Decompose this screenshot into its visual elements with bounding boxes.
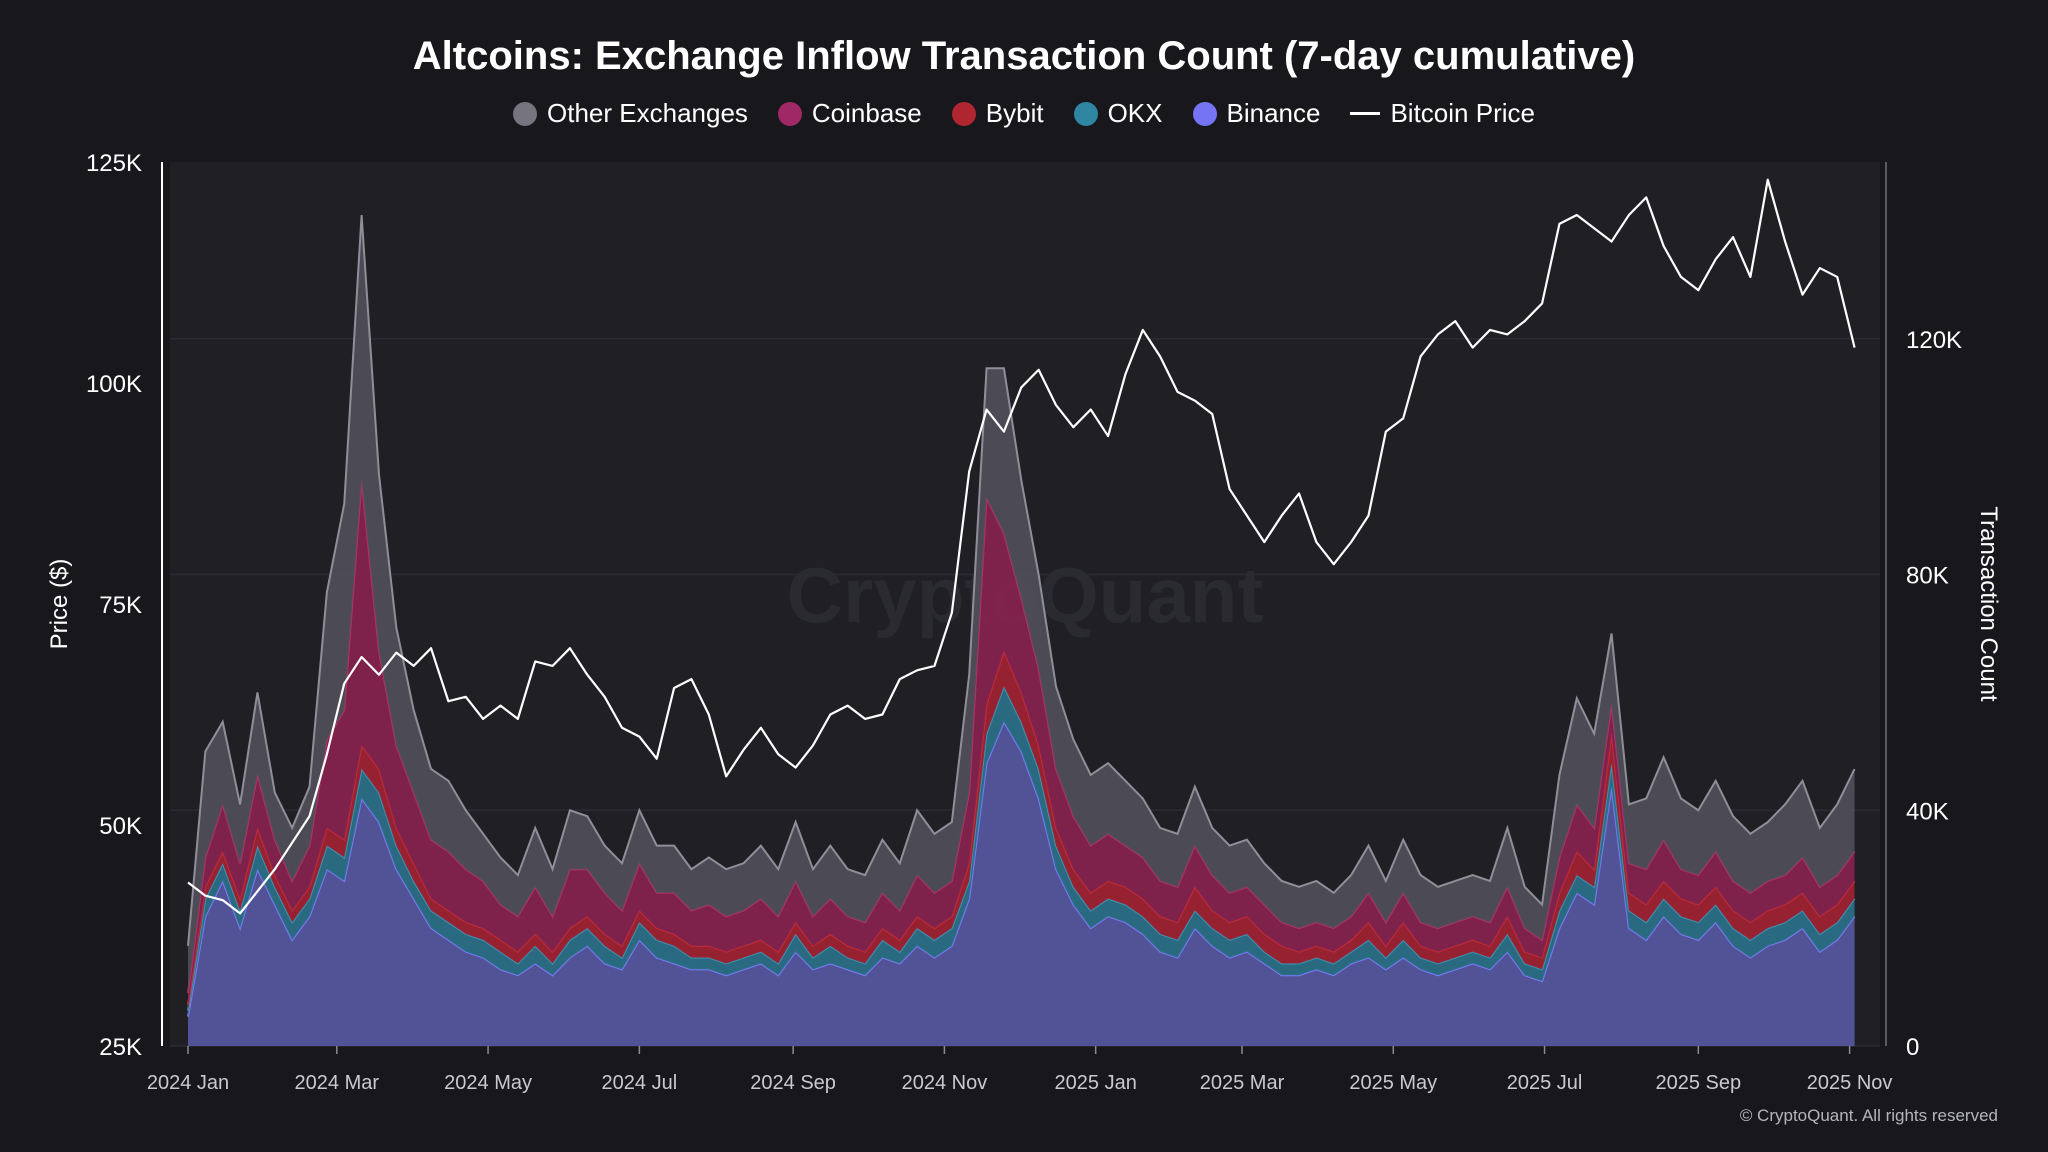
copyright-notice: © CryptoQuant. All rights reserved [1739, 1106, 1998, 1125]
stacked-areas [187, 214, 1856, 1046]
right-axis-ticks: 0 40K 80K 120K [1906, 327, 1962, 1061]
legend-swatch-other-exchanges [513, 101, 538, 126]
x-tick-label: 2024 May [444, 1072, 532, 1094]
legend-label-okx: OKX [1107, 98, 1163, 128]
legend-label-binance: Binance [1226, 98, 1321, 128]
x-tick-label: 2025 Sep [1655, 1072, 1741, 1094]
x-tick-label: 2025 Jul [1507, 1072, 1583, 1094]
legend-label-other-exchanges: Other Exchanges [547, 98, 748, 128]
legend-item-bitcoin-price[interactable]: Bitcoin Price [1350, 98, 1535, 129]
chart-title: Altcoins: Exchange Inflow Transaction Co… [412, 34, 1636, 78]
legend-item-bybit[interactable]: Bybit [951, 98, 1044, 129]
area-binance [188, 721, 1855, 1046]
legend-swatch-coinbase [777, 101, 802, 126]
legend-item-coinbase[interactable]: Coinbase [777, 98, 922, 129]
y2-tick-label: 80K [1906, 563, 1949, 590]
y-axis-title-left: Price ($) [46, 558, 73, 650]
x-axis-ticks: 2024 Jan 2024 Mar 2024 May 2024 Jul 2024 Sep… [147, 1046, 1893, 1094]
x-tick-label: 2024 Jan [147, 1072, 229, 1094]
x-tick-label: 2024 Jul [602, 1072, 678, 1094]
y-tick-label: 100K [86, 371, 142, 398]
y-tick-label: 25K [99, 1034, 142, 1061]
legend-swatch-binance [1192, 101, 1217, 126]
y-tick-label: 125K [86, 150, 142, 177]
y-tick-label: 75K [99, 592, 142, 619]
legend-item-okx[interactable]: OKX [1073, 98, 1163, 129]
legend-item-other-exchanges[interactable]: Other Exchanges [513, 98, 748, 129]
bitcoin-price-line [187, 178, 1856, 915]
y2-tick-label: 120K [1906, 327, 1962, 354]
left-axis-ticks: 25K 50K 75K 100K 125K [86, 150, 142, 1061]
y2-tick-label: 0 [1906, 1034, 1919, 1061]
x-tick-label: 2024 Sep [750, 1072, 836, 1094]
area-edge-other-exchanges [187, 214, 1856, 946]
legend-swatch-bitcoin-price [1350, 112, 1381, 115]
legend-label-bybit: Bybit [985, 98, 1044, 128]
price-line-group [187, 178, 1856, 915]
x-tick-label: 2025 Nov [1807, 1072, 1893, 1094]
legend-swatch-okx [1073, 101, 1098, 126]
legend-label-coinbase: Coinbase [811, 98, 922, 128]
chart-legend: Other Exchanges Coinbase Bybit OKX Binan… [0, 98, 2048, 129]
legend-label-bitcoin-price: Bitcoin Price [1390, 98, 1535, 128]
y2-tick-label: 40K [1906, 798, 1949, 825]
x-tick-label: 2025 May [1349, 1072, 1437, 1094]
y-tick-label: 50K [99, 813, 142, 840]
x-tick-label: 2024 Nov [902, 1072, 988, 1094]
x-tick-label: 2025 Mar [1200, 1072, 1285, 1094]
legend-item-binance[interactable]: Binance [1192, 98, 1321, 129]
x-tick-label: 2025 Jan [1055, 1072, 1137, 1094]
x-tick-label: 2024 Mar [295, 1072, 380, 1094]
y-axis-title-right: Transaction Count [1975, 506, 2002, 702]
legend-swatch-bybit [951, 101, 976, 126]
